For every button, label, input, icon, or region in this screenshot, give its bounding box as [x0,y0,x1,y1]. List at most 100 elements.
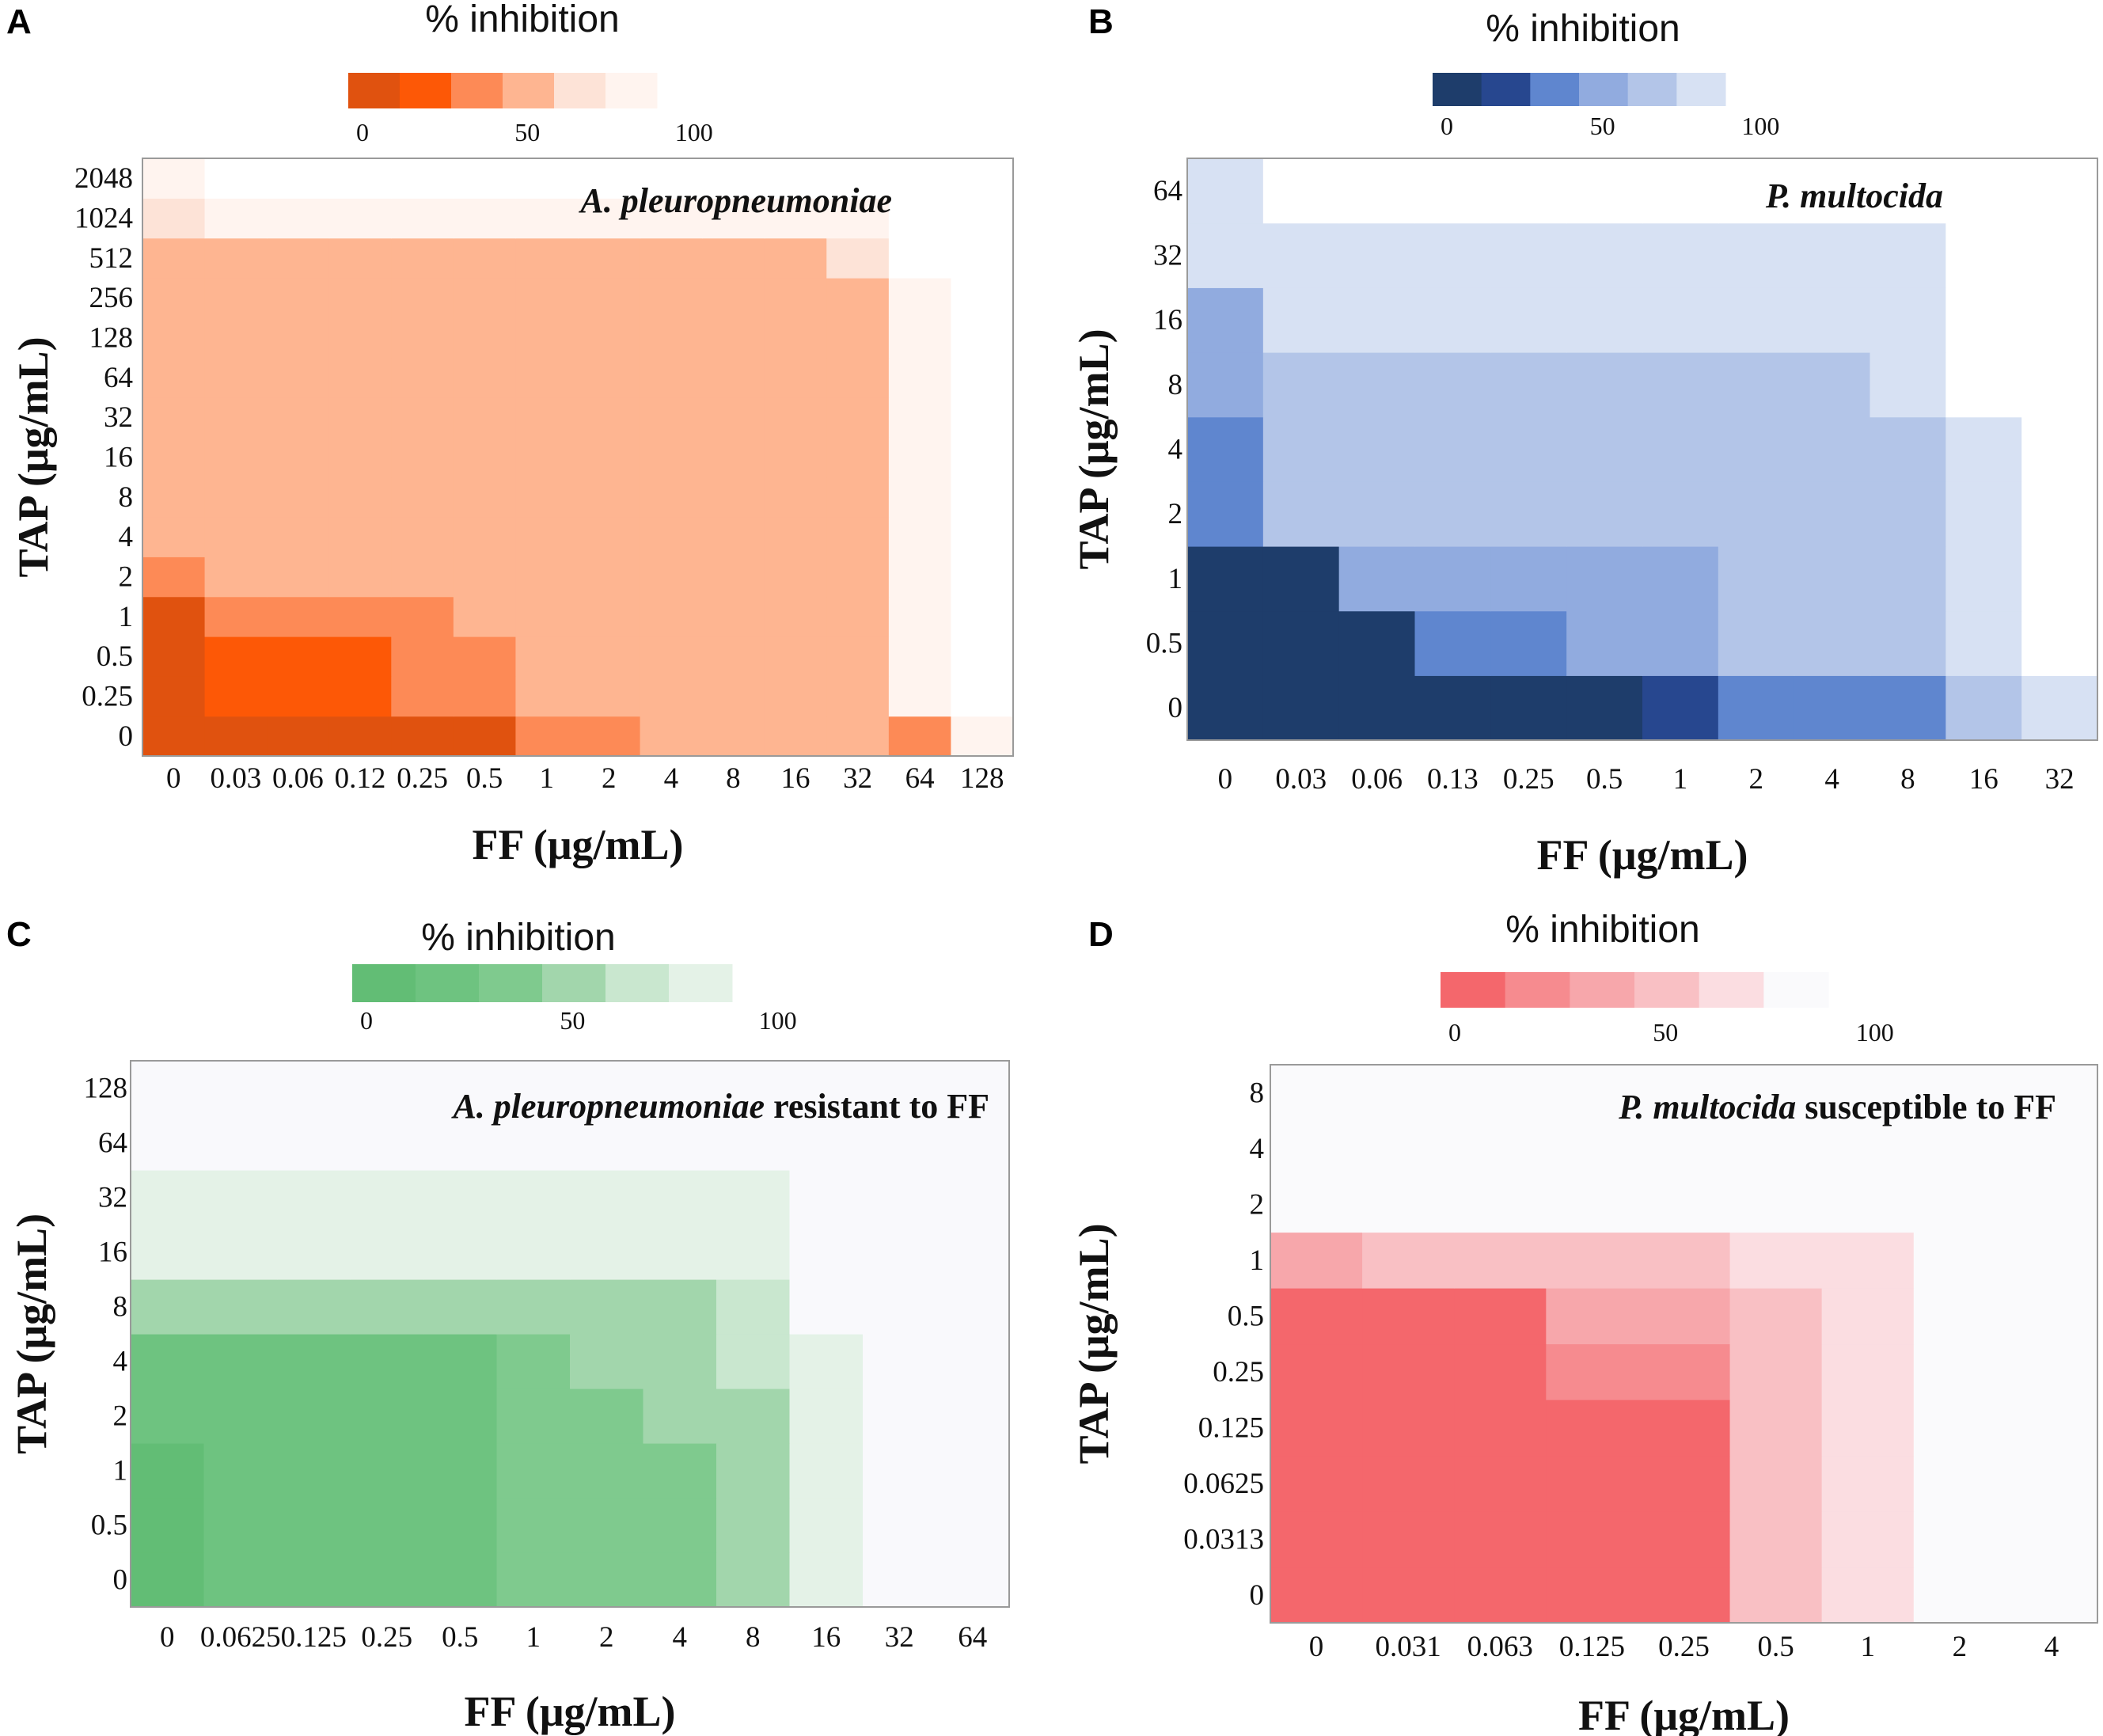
heatmap-cell [391,596,454,637]
heatmap-cell [936,1498,1010,1553]
colorbar-tick-label: 50 [560,1006,585,1035]
heatmap-cell [826,636,890,677]
heatmap-cell [1270,1176,1363,1233]
heatmap-cell [1454,1232,1547,1289]
heatmap-cell [764,437,827,478]
heatmap-cell [391,237,454,279]
heatmap-cell [888,198,952,239]
heatmap-cell [888,557,952,598]
colorbar-swatch [348,73,400,108]
heatmap-cell [826,278,890,318]
heatmap-cell [578,636,641,677]
heatmap-cell [764,596,827,637]
heatmap-cell [142,517,206,557]
heatmap-cell [1638,1120,1731,1177]
heatmap-cell [131,1552,205,1608]
heatmap-cell [2021,546,2098,612]
heatmap-cell [204,158,268,199]
heatmap-cell [1638,1343,1731,1400]
heatmap-cell [716,1388,791,1444]
heatmap-cell [2021,222,2098,288]
y-tick-label: 16 [104,442,133,474]
heatmap-cell [1638,1511,1731,1568]
colorbar-swatch [1505,972,1570,1008]
heatmap-cell [267,198,330,239]
heatmap-cell [1270,1511,1363,1568]
heatmap-cell [1270,1400,1363,1457]
plot-frame [1186,158,2098,741]
y-tick-label: 0 [119,720,134,753]
heatmap-cell [515,636,579,677]
heatmap-cell [640,557,703,598]
heatmap-cell [640,237,703,279]
x-tick-label: 0.25 [361,1621,412,1654]
heatmap-cell [640,278,703,318]
y-tick-label: 0.25 [1213,1356,1264,1388]
heatmap-cell [1546,1400,1639,1457]
heatmap-cell [1821,1120,1915,1177]
heatmap-cell [1913,1567,2006,1624]
y-tick-label: 8 [1168,369,1183,401]
heatmap-cell [328,397,392,438]
heatmap-cell [1821,1288,1915,1345]
heatmap-cell [1729,1065,1823,1122]
heatmap-cell [2005,1455,2098,1512]
heatmap-cell [1262,675,1340,741]
heatmap-cell [350,1388,424,1444]
heatmap-cell [1490,610,1567,676]
heatmap-cell [2005,1232,2098,1289]
y-tick-label: 2 [119,561,134,594]
colorbar-swatch [1579,73,1629,106]
heatmap-cell [515,716,579,757]
heatmap-cell [1638,1288,1731,1345]
organism-name: P. multocida [1765,177,1943,215]
heatmap-cell [1454,1455,1547,1512]
heatmap-cell [1270,1232,1363,1289]
colorbar-tick-label: 100 [759,1006,797,1035]
heatmap-cell [131,1334,205,1389]
heatmap-cell [203,1388,278,1444]
x-tick-label: 32 [885,1621,914,1654]
y-tick-label: 0.25 [82,681,133,713]
heatmap-cell [1729,1511,1823,1568]
heatmap-cell [1454,1065,1547,1122]
heatmap-cell [826,557,890,598]
heatmap-cell [453,557,517,598]
heatmap-cell [643,1170,717,1225]
heatmap-cell [204,357,268,398]
heatmap-cell [1490,352,1567,418]
heatmap-cell [1794,158,1871,224]
heatmap-cell [515,557,579,598]
heatmap-cell [1913,1120,2006,1177]
heatmap-cell [643,1061,717,1116]
heatmap-cell [515,357,579,398]
heatmap-cell [1945,546,2022,612]
heatmap-cell [204,278,268,318]
heatmap-cell [1729,1343,1823,1400]
x-tick-label: 4 [673,1621,688,1654]
heatmap-cell [515,278,579,318]
y-tick-label: 1 [113,1455,128,1487]
heatmap-cell [1338,675,1416,741]
heatmap-cell [453,397,517,438]
heatmap-cell [1642,610,1719,676]
heatmap-cell [640,158,703,199]
y-tick-label: 64 [98,1127,127,1160]
colorbar-swatch [352,964,416,1002]
heatmap-cell [2005,1120,2098,1177]
heatmap-cell [1821,1511,1915,1568]
heatmap-cell [764,676,827,717]
y-axis-label: TAP (μg/mL) [1070,1223,1118,1464]
x-tick-label: 0.25 [1658,1631,1710,1663]
heatmap-cell [131,1225,205,1280]
heatmap-cell [888,517,952,557]
heatmap-cell [1362,1065,1455,1122]
heatmap-cell [1642,675,1719,741]
heatmap-cell [888,278,952,318]
heatmap-cell [826,158,890,199]
heatmap-cell [1187,675,1264,741]
heatmap-cell [1362,1567,1455,1624]
heatmap-cell [1794,287,1871,353]
heatmap-cell [1262,352,1340,418]
heatmap-cell [1821,1176,1915,1233]
